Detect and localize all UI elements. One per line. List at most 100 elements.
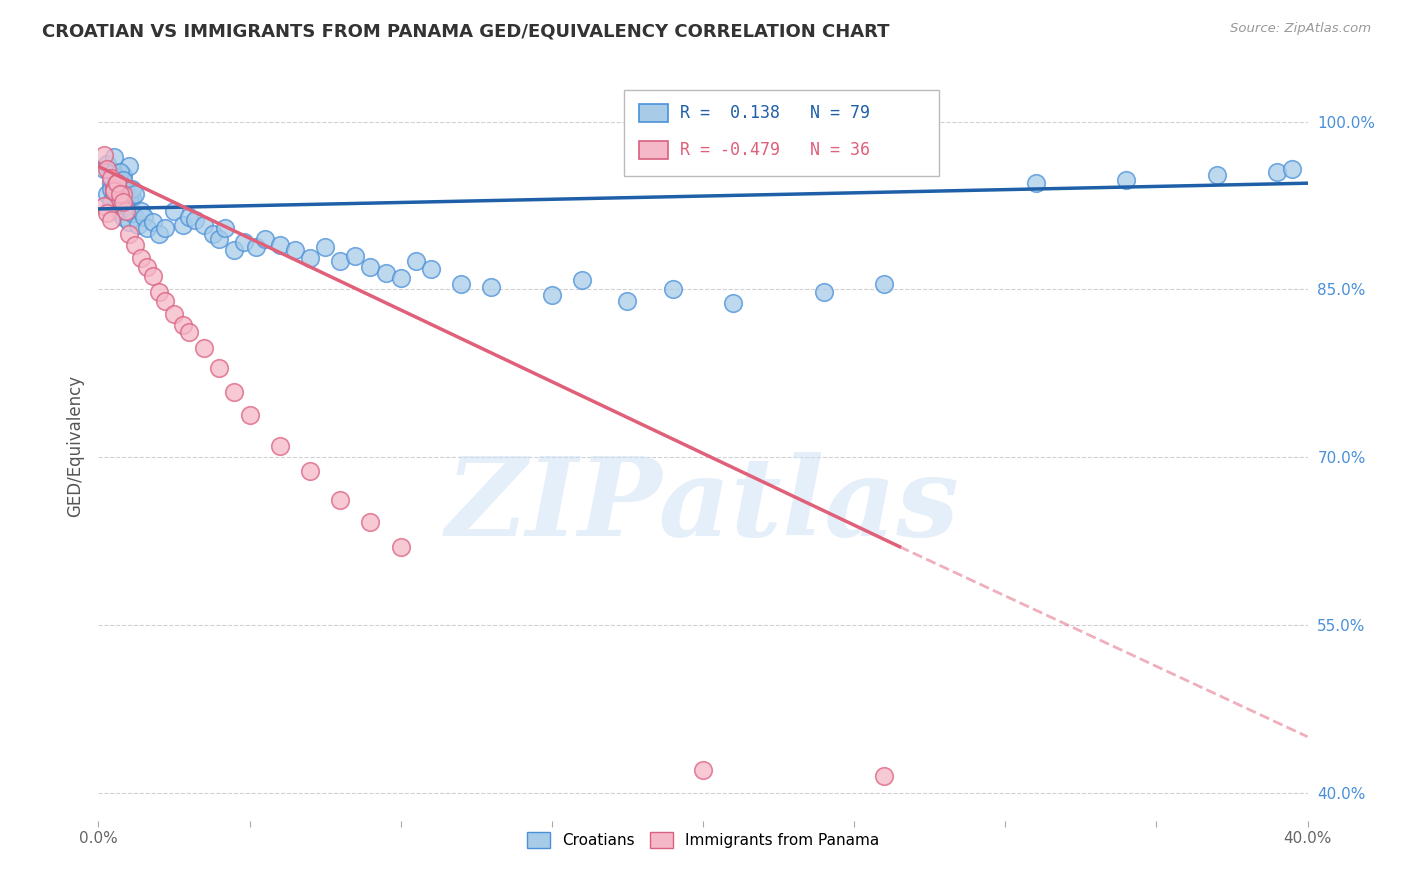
Point xyxy=(135,221,157,235)
Point xyxy=(105,170,128,185)
Point xyxy=(100,170,122,185)
Point xyxy=(723,296,745,310)
Point xyxy=(114,204,136,219)
Point xyxy=(108,176,131,190)
Point xyxy=(118,193,141,207)
Point xyxy=(202,227,225,241)
Point xyxy=(129,251,152,265)
Point xyxy=(148,227,170,241)
Point xyxy=(105,179,128,194)
Point xyxy=(208,360,231,375)
Point xyxy=(1281,161,1303,176)
Point xyxy=(142,215,165,229)
Point xyxy=(105,187,128,202)
Point xyxy=(224,244,246,258)
Point xyxy=(111,210,134,224)
Text: Source: ZipAtlas.com: Source: ZipAtlas.com xyxy=(1230,22,1371,36)
Point xyxy=(692,764,714,778)
Point xyxy=(239,408,262,422)
Point xyxy=(121,182,143,196)
Point xyxy=(184,213,207,227)
Point xyxy=(284,244,307,258)
Point xyxy=(111,195,134,210)
Point xyxy=(103,165,125,179)
Point xyxy=(813,285,835,299)
Point xyxy=(96,157,118,171)
Point xyxy=(232,235,254,250)
Point xyxy=(172,218,194,232)
Point xyxy=(100,176,122,190)
Point xyxy=(163,204,186,219)
Point xyxy=(114,184,136,198)
Point xyxy=(360,515,382,529)
Point xyxy=(142,268,165,283)
Point xyxy=(100,182,122,196)
Point xyxy=(214,221,236,235)
Point xyxy=(100,195,122,210)
Bar xyxy=(638,103,668,121)
Point xyxy=(114,187,136,202)
Point xyxy=(873,769,896,783)
Point xyxy=(1024,176,1046,190)
Point xyxy=(148,285,170,299)
Point xyxy=(118,227,141,241)
Point xyxy=(245,240,267,254)
Point xyxy=(100,213,122,227)
Point xyxy=(121,206,143,220)
Point xyxy=(103,182,125,196)
Legend: Croatians, Immigrants from Panama: Croatians, Immigrants from Panama xyxy=(520,826,886,855)
Point xyxy=(299,464,322,478)
Point xyxy=(108,193,131,207)
Text: R =  0.138   N = 79: R = 0.138 N = 79 xyxy=(681,103,870,121)
Text: ZIPatlas: ZIPatlas xyxy=(446,452,960,559)
Point xyxy=(135,260,157,274)
Bar xyxy=(638,141,668,159)
Point xyxy=(96,161,118,176)
Point xyxy=(661,282,683,296)
Point xyxy=(616,293,638,308)
Point xyxy=(193,341,215,355)
Point xyxy=(118,215,141,229)
Point xyxy=(208,232,231,246)
Point xyxy=(121,191,143,205)
Point xyxy=(571,273,593,287)
Point xyxy=(314,240,336,254)
Point xyxy=(111,193,134,207)
Point xyxy=(163,307,186,321)
Point xyxy=(93,161,115,176)
Point xyxy=(111,169,134,183)
Point xyxy=(124,210,146,224)
Point xyxy=(481,280,503,294)
Point xyxy=(224,385,246,400)
Point xyxy=(269,439,291,453)
Point xyxy=(124,187,146,202)
Point xyxy=(873,277,896,291)
Point xyxy=(129,204,152,219)
Point xyxy=(253,232,276,246)
Point xyxy=(540,288,562,302)
Point xyxy=(1267,165,1289,179)
Point xyxy=(96,187,118,202)
Point xyxy=(329,254,352,268)
Point xyxy=(132,210,155,224)
Point xyxy=(374,266,396,280)
Point xyxy=(299,251,322,265)
Point xyxy=(105,176,128,190)
Point xyxy=(450,277,472,291)
Point xyxy=(111,173,134,187)
Point xyxy=(96,206,118,220)
Point xyxy=(118,160,141,174)
Y-axis label: GED/Equivalency: GED/Equivalency xyxy=(66,375,84,517)
Point xyxy=(114,204,136,219)
Point xyxy=(108,165,131,179)
Point xyxy=(108,187,131,202)
Text: CROATIAN VS IMMIGRANTS FROM PANAMA GED/EQUIVALENCY CORRELATION CHART: CROATIAN VS IMMIGRANTS FROM PANAMA GED/E… xyxy=(42,22,890,40)
Point xyxy=(269,237,291,252)
Point xyxy=(111,187,134,202)
Point xyxy=(103,179,125,194)
Point xyxy=(193,218,215,232)
Point xyxy=(93,148,115,162)
Point xyxy=(389,271,412,285)
Point xyxy=(389,540,412,554)
Point xyxy=(127,218,149,232)
